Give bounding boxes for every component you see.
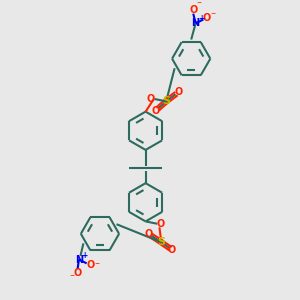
Text: N: N: [75, 254, 83, 265]
Text: O: O: [203, 13, 211, 23]
Text: ⁻: ⁻: [196, 0, 202, 10]
Text: ⁻: ⁻: [211, 12, 216, 22]
Text: ⁻: ⁻: [94, 261, 99, 271]
Text: O: O: [147, 94, 155, 104]
Text: O: O: [144, 229, 153, 239]
Text: O: O: [86, 260, 94, 270]
Text: O: O: [74, 268, 82, 278]
Text: S: S: [162, 96, 170, 106]
Text: O: O: [189, 5, 197, 15]
Text: ⁻: ⁻: [69, 273, 74, 283]
Text: +: +: [198, 14, 204, 23]
Text: O: O: [157, 219, 165, 229]
Text: +: +: [81, 250, 87, 260]
Text: N: N: [192, 18, 200, 28]
Text: S: S: [157, 237, 165, 247]
Text: O: O: [168, 245, 176, 255]
Text: O: O: [174, 87, 183, 97]
Text: O: O: [152, 106, 160, 116]
